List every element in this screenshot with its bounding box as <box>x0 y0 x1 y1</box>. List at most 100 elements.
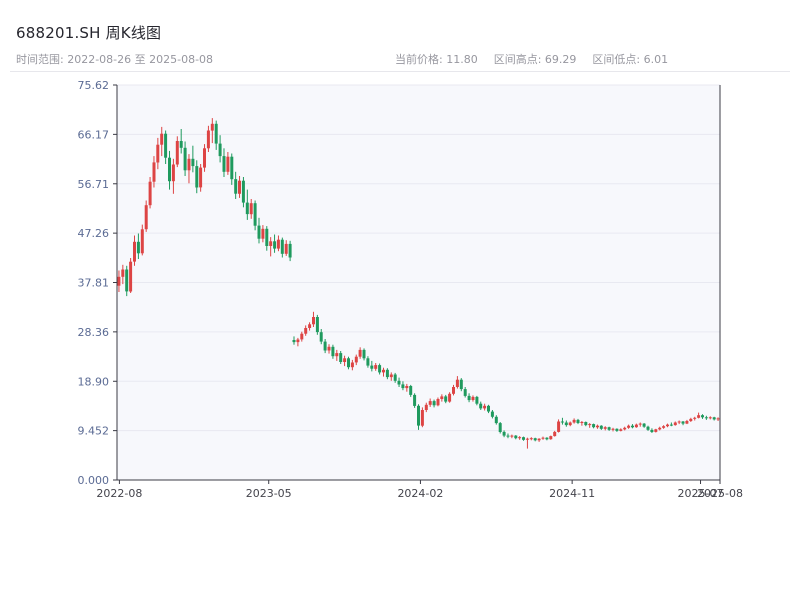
candle <box>693 416 697 421</box>
candle <box>615 428 619 432</box>
x-tick-label: 2024-11 <box>549 487 595 500</box>
current-price-stat: 当前价格: 11.80 <box>395 53 478 66</box>
candle <box>179 129 183 154</box>
y-tick-label: 9.452 <box>78 425 110 438</box>
candle <box>522 436 525 441</box>
candle <box>187 154 191 184</box>
x-tick-label: 2025-07 <box>678 487 724 500</box>
candle <box>117 270 121 292</box>
candle <box>362 348 366 361</box>
candle <box>685 419 689 425</box>
candle <box>541 436 545 440</box>
candle <box>183 141 187 176</box>
candle <box>627 424 631 429</box>
candle <box>389 372 393 381</box>
candle <box>701 414 704 419</box>
candle <box>689 417 693 422</box>
x-tick-label: 2025-08 <box>697 487 743 500</box>
candle <box>666 423 669 428</box>
candle <box>366 356 370 368</box>
candle <box>129 258 133 293</box>
candle <box>156 137 160 170</box>
candle <box>136 233 140 259</box>
candle <box>203 144 206 172</box>
candle <box>588 423 592 428</box>
candle <box>249 199 253 219</box>
x-tick-label: 2023-05 <box>246 487 292 500</box>
candle <box>607 426 611 431</box>
candle <box>483 403 487 411</box>
candle <box>304 325 308 336</box>
candle <box>308 322 312 331</box>
y-tick-label: 56.71 <box>78 178 110 191</box>
candle <box>335 349 339 361</box>
x-tick-label: 2024-02 <box>397 487 443 500</box>
candle <box>168 150 171 190</box>
candle <box>284 240 288 256</box>
candle <box>269 237 273 257</box>
candle <box>708 416 712 420</box>
candle <box>537 438 541 442</box>
candle <box>397 377 401 387</box>
candle <box>599 425 603 430</box>
candle <box>560 417 564 425</box>
y-tick-label: 28.36 <box>78 326 110 339</box>
candle <box>564 420 568 427</box>
candle <box>312 311 315 327</box>
candle <box>374 363 378 371</box>
candle <box>428 398 432 407</box>
candle <box>568 421 572 427</box>
candle <box>518 436 522 440</box>
candle <box>206 125 210 152</box>
candle <box>401 381 405 391</box>
candle <box>634 423 638 428</box>
candle <box>596 424 599 429</box>
candle <box>280 237 284 258</box>
candle <box>191 145 195 173</box>
candle <box>140 224 144 256</box>
candle <box>292 336 296 345</box>
candle <box>214 120 218 150</box>
candle <box>125 265 129 297</box>
price-stats: 当前价格: 11.80 区间高点: 69.29 区间低点: 6.01 <box>395 51 668 67</box>
candle <box>323 339 327 354</box>
candle <box>638 422 642 427</box>
candle <box>339 351 343 364</box>
candle <box>658 426 662 431</box>
candle <box>265 226 269 251</box>
candle <box>245 189 249 220</box>
candle <box>704 415 708 420</box>
y-tick-label: 75.62 <box>78 79 110 92</box>
candle <box>164 130 168 164</box>
candle <box>514 435 518 440</box>
candle <box>385 368 389 380</box>
candle <box>677 420 681 425</box>
candle <box>712 416 716 421</box>
candle <box>226 152 230 175</box>
candle <box>296 337 300 347</box>
candle <box>230 153 234 185</box>
candle <box>716 417 720 421</box>
candle <box>358 347 362 359</box>
x-tick-label: 2022-08 <box>96 487 142 500</box>
candle <box>510 434 514 439</box>
candle <box>673 421 677 426</box>
candle <box>405 383 409 392</box>
candle <box>148 177 152 209</box>
candle <box>417 404 420 430</box>
candle <box>354 354 358 366</box>
candle <box>623 426 627 431</box>
candle <box>681 421 685 426</box>
candle <box>350 359 354 371</box>
candle <box>557 419 561 433</box>
candle <box>452 384 455 396</box>
candle <box>498 422 502 434</box>
candle <box>592 423 596 429</box>
candle <box>475 395 479 406</box>
candle <box>654 428 658 433</box>
candle <box>662 425 666 429</box>
candle <box>479 401 483 410</box>
candle <box>455 376 459 389</box>
candle <box>276 235 280 252</box>
candle <box>525 437 529 449</box>
